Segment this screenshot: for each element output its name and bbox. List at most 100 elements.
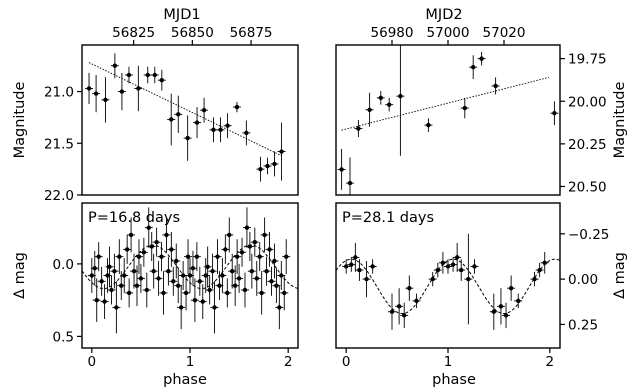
y-tick-label: −0.25 xyxy=(568,227,609,243)
data-marker xyxy=(430,276,435,282)
data-marker xyxy=(242,287,248,293)
trend-line xyxy=(341,76,549,131)
data-marker xyxy=(114,305,119,310)
data-point xyxy=(376,91,385,105)
data-marker xyxy=(102,299,107,304)
data-point xyxy=(125,278,134,308)
data-marker xyxy=(343,264,349,269)
y-axis-title: Δ mag xyxy=(12,252,28,299)
data-point xyxy=(201,258,210,293)
data-marker xyxy=(234,104,240,110)
x-axis-title: phase xyxy=(432,372,476,388)
data-point xyxy=(354,120,363,138)
data-point xyxy=(195,266,204,296)
data-marker xyxy=(136,86,141,91)
data-marker xyxy=(225,123,230,128)
data-marker xyxy=(407,285,412,291)
data-marker xyxy=(387,102,392,107)
data-point xyxy=(457,259,466,281)
data-point xyxy=(115,239,124,275)
top-x-tick-label: 57000 xyxy=(427,25,470,41)
data-marker xyxy=(272,161,277,167)
data-marker xyxy=(151,268,156,274)
x-tick-label: 1 xyxy=(444,354,453,370)
data-point xyxy=(123,234,132,264)
data-marker xyxy=(259,290,264,296)
data-point xyxy=(265,232,274,267)
data-marker xyxy=(232,283,238,288)
data-marker xyxy=(272,258,277,264)
data-point xyxy=(130,253,139,289)
data-marker xyxy=(161,290,166,296)
data-marker xyxy=(230,268,235,274)
data-point xyxy=(412,293,421,309)
data-point xyxy=(277,122,286,181)
data-point xyxy=(221,234,230,264)
data-marker xyxy=(445,264,451,269)
data-point xyxy=(192,242,201,272)
data-marker xyxy=(205,264,210,269)
data-point xyxy=(183,115,192,161)
data-point xyxy=(396,45,405,156)
data-point xyxy=(428,271,437,287)
data-marker xyxy=(364,276,369,282)
data-marker xyxy=(367,107,372,112)
data-point xyxy=(355,259,364,281)
data-marker xyxy=(234,254,240,259)
data-marker xyxy=(211,127,216,133)
data-point xyxy=(255,242,264,272)
data-point xyxy=(235,263,244,293)
data-marker xyxy=(223,247,228,252)
data-point xyxy=(240,272,249,308)
data-marker xyxy=(185,254,191,259)
data-point xyxy=(460,97,469,119)
data-point xyxy=(433,262,442,278)
data-marker xyxy=(471,64,476,70)
top-x-tick-label: 56980 xyxy=(371,25,414,41)
data-marker xyxy=(149,244,154,249)
data-marker xyxy=(138,276,144,281)
y-tick-label: 21.0 xyxy=(44,85,74,101)
data-marker xyxy=(277,305,282,310)
data-marker xyxy=(542,260,547,266)
period-annotation: P=16.8 days xyxy=(88,210,180,226)
data-point xyxy=(263,157,272,175)
data-point xyxy=(110,253,119,289)
data-marker xyxy=(176,112,181,117)
data-point xyxy=(152,227,161,257)
data-marker xyxy=(508,285,514,291)
data-point xyxy=(449,257,458,272)
data-marker xyxy=(264,268,269,274)
data-marker xyxy=(93,91,99,96)
data-marker xyxy=(357,267,362,273)
data-point xyxy=(149,253,158,289)
data-point xyxy=(174,95,183,133)
data-point xyxy=(496,288,505,325)
y-tick-label: 20.50 xyxy=(568,179,607,195)
data-marker xyxy=(220,273,225,278)
data-marker xyxy=(164,232,169,238)
data-point xyxy=(400,302,409,329)
data-marker xyxy=(176,283,181,288)
data-point xyxy=(110,53,119,79)
data-point xyxy=(233,239,242,275)
data-point xyxy=(256,156,265,182)
data-marker xyxy=(440,260,446,266)
data-marker xyxy=(128,232,134,238)
data-marker xyxy=(141,250,147,255)
data-marker xyxy=(122,273,127,278)
x-tick-label: 1 xyxy=(186,354,195,370)
data-marker xyxy=(349,262,354,267)
x-tick-label: 2 xyxy=(284,354,293,370)
data-marker xyxy=(99,279,104,284)
data-point xyxy=(530,271,539,287)
data-marker xyxy=(171,279,176,284)
data-marker xyxy=(109,287,114,293)
top-axis-title: MJD2 xyxy=(425,7,462,23)
data-point xyxy=(489,293,498,330)
data-point xyxy=(167,93,176,146)
plot-area xyxy=(337,45,559,195)
top-x-tick-label: 56825 xyxy=(112,25,155,41)
data-point xyxy=(385,97,394,112)
